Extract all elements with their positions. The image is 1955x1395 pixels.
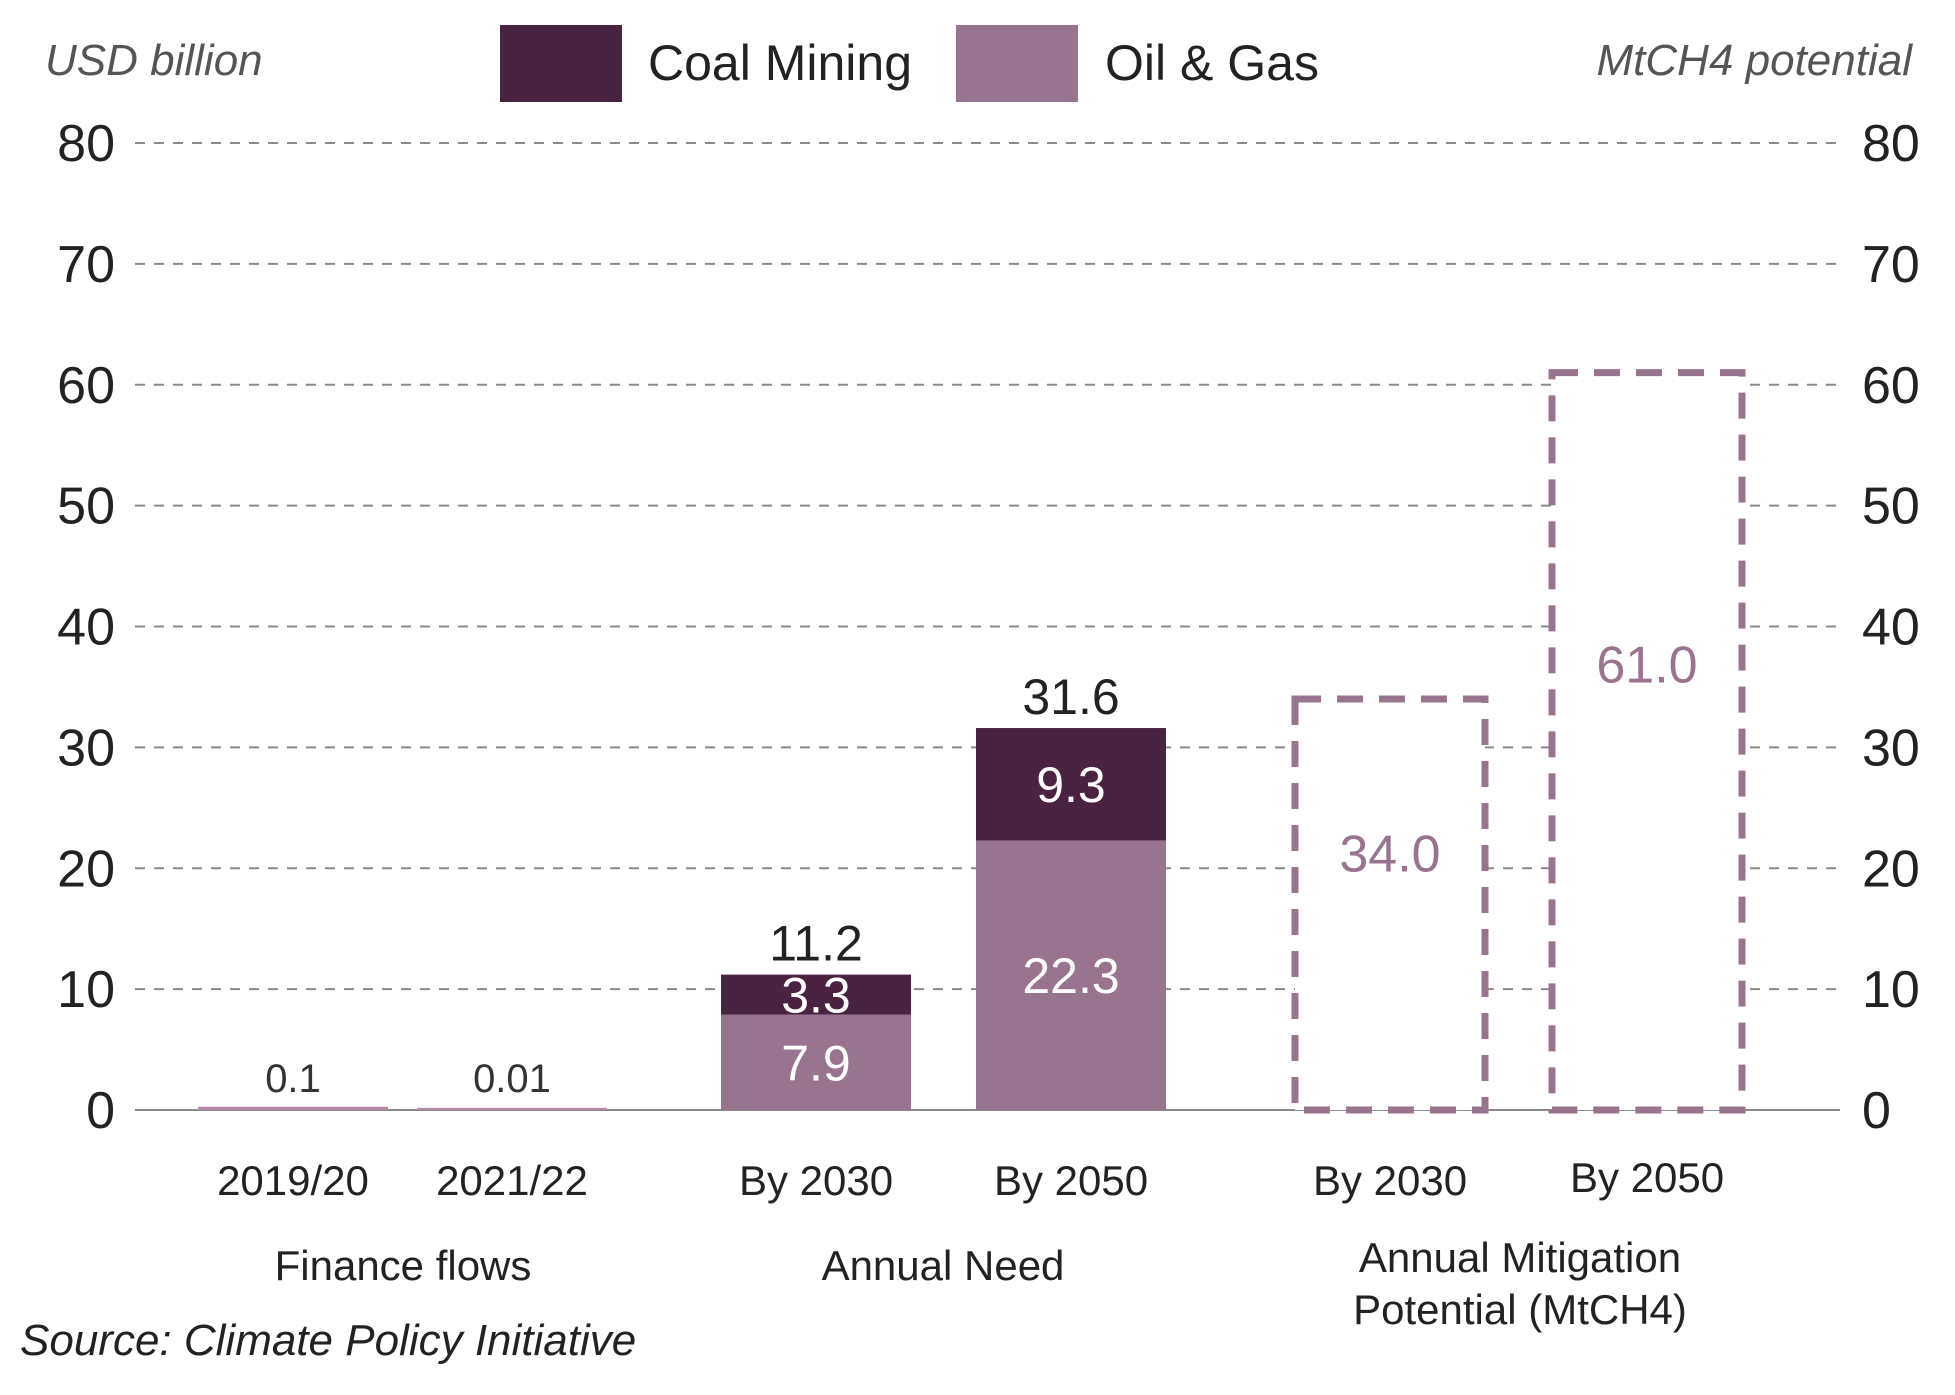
y-tick-right: 50 [1862,478,1920,536]
finance-value-label: 0.01 [473,1057,551,1101]
y-tick-right: 30 [1862,719,1920,777]
bars: 0.1 0.01 7.9 3.311.2 22.3 9.3 31.6 34.0 61.0 [198,369,1746,1114]
legend: Coal Mining Oil & Gas [500,25,1319,102]
legend-label-oil-gas: Oil & Gas [1105,35,1319,91]
finance-bar [198,1106,388,1110]
y-tick-right: 0 [1862,1082,1891,1140]
left-axis-title: USD billion [45,36,263,85]
y-tick-left: 0 [86,1082,115,1140]
y-tick-right: 70 [1862,236,1920,294]
y-tick-right: 40 [1862,599,1920,657]
y-tick-left: 10 [57,961,115,1019]
coal-value-label: 9.3 [1036,757,1106,813]
total-value-label: 11.2 [769,916,863,972]
y-tick-left: 70 [57,236,115,294]
category-label: By 2050 [1570,1154,1724,1201]
group-label-mitigation-line1: Annual Mitigation [1359,1234,1681,1281]
group-label-annual-need: Annual Need [822,1242,1065,1289]
potential-value-label: 61.0 [1596,636,1697,694]
finance-value-label: 0.1 [265,1057,321,1101]
right-axis-title: MtCH4 potential [1597,36,1914,85]
y-tick-left: 80 [57,115,115,173]
legend-label-coal: Coal Mining [648,35,912,91]
potential-bar [1291,695,1489,1114]
right-axis-ticks: 0 10 20 30 40 50 60 70 80 [1862,115,1920,1140]
category-label: By 2030 [1313,1157,1467,1204]
source-note: Source: Climate Policy Initiative [20,1316,636,1365]
category-label: 2021/22 [436,1157,588,1204]
y-tick-left: 40 [57,599,115,657]
coal-value-label: 3.3 [781,968,851,1024]
y-tick-right: 20 [1862,840,1920,898]
group-labels: Finance flows Annual Need Annual Mitigatio… [275,1234,1687,1333]
category-label: 2019/20 [217,1157,369,1204]
legend-swatch-oil-gas [956,25,1078,102]
category-label: By 2030 [739,1157,893,1204]
y-tick-left: 30 [57,719,115,777]
y-tick-left: 60 [57,357,115,415]
oil-gas-value-label: 7.9 [781,1035,851,1091]
category-labels: 2019/20 2021/22 By 2030 By 2050 By 2030 By 20… [217,1154,1724,1204]
coal-segment [721,974,911,1015]
total-value-label: 31.6 [1022,669,1119,725]
y-tick-left: 50 [57,478,115,536]
coal-segment [976,728,1166,841]
category-label: By 2050 [994,1157,1148,1204]
group-label-finance-flows: Finance flows [275,1242,532,1289]
legend-swatch-coal [500,25,622,102]
potential-value-label: 34.0 [1339,826,1440,884]
y-tick-right: 10 [1862,961,1920,1019]
y-tick-right: 60 [1862,357,1920,415]
finance-bar [417,1107,607,1110]
y-tick-left: 20 [57,840,115,898]
potential-bar [1548,369,1746,1114]
left-axis-ticks: 0 10 20 30 40 50 60 70 80 [57,115,115,1140]
oil-gas-segment [976,840,1166,1110]
group-label-mitigation-line2: Potential (MtCH4) [1353,1286,1687,1333]
oil-gas-value-label: 22.3 [1022,948,1119,1004]
y-tick-right: 80 [1862,115,1920,173]
oil-gas-segment [721,1014,911,1110]
